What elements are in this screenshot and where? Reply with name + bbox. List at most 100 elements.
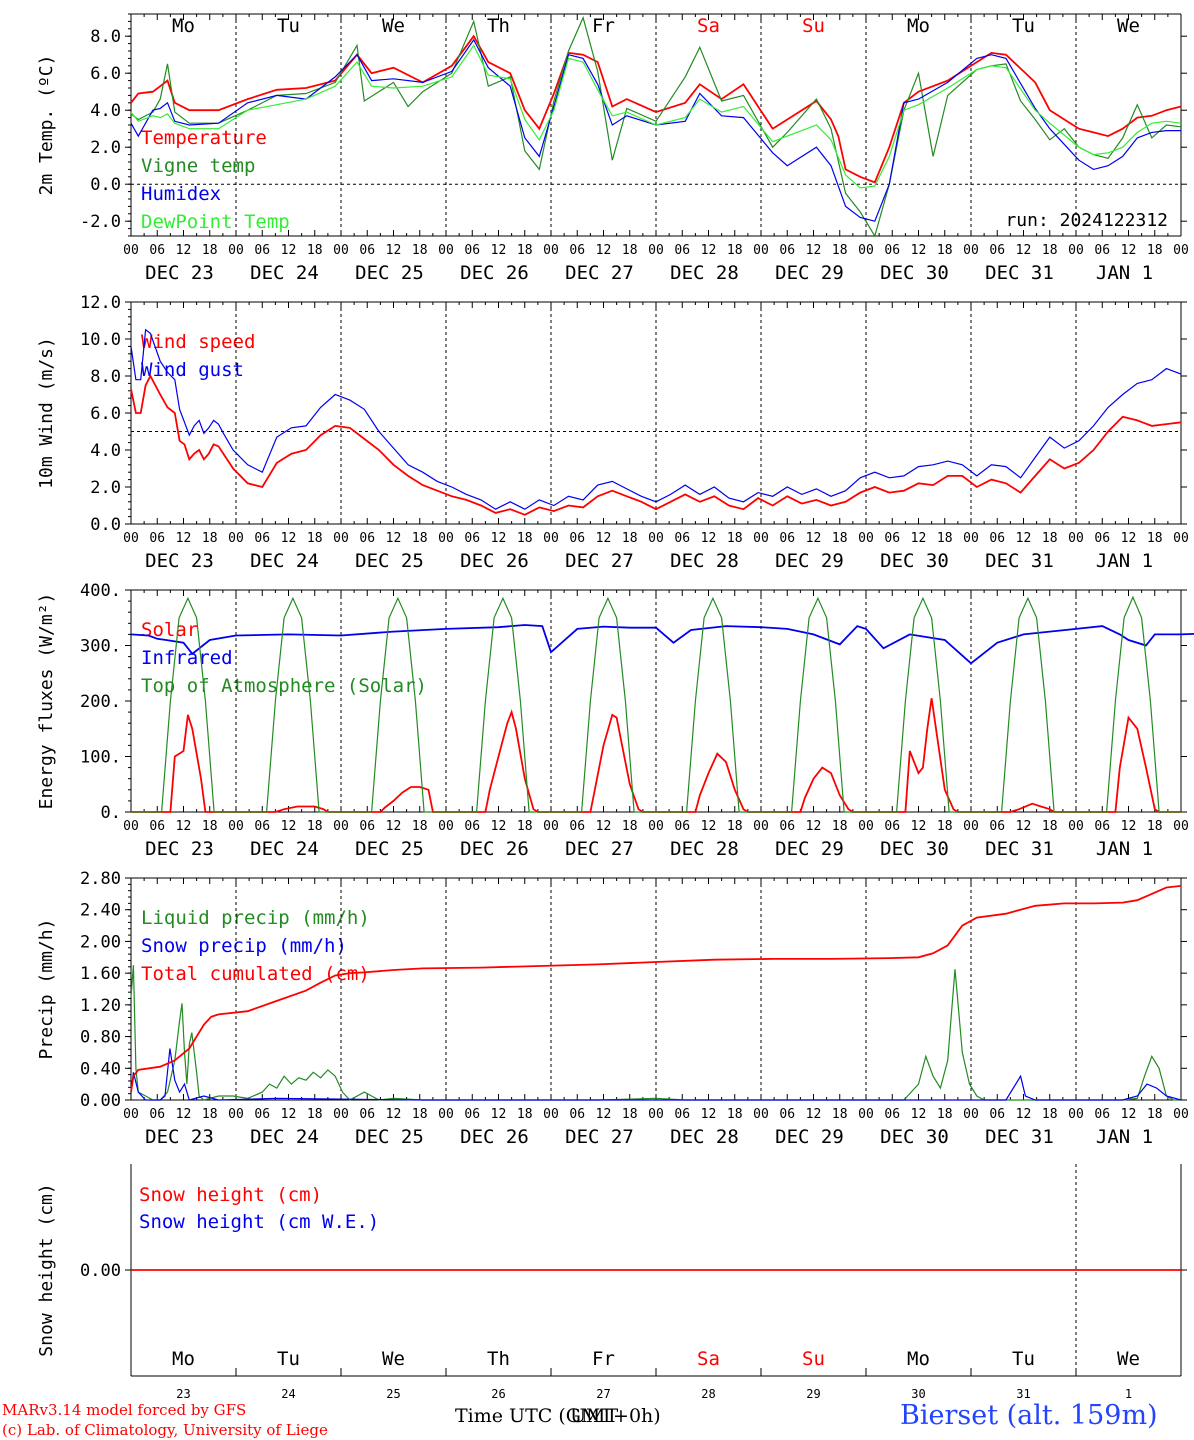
- day-name-label: Sa: [697, 15, 720, 37]
- y-tick-label: 2.00: [80, 932, 121, 952]
- hour-tick-label: 12: [806, 531, 822, 546]
- hour-tick-label: 18: [727, 243, 743, 258]
- date-label: DEC 26: [460, 550, 529, 572]
- hour-tick-label: 06: [569, 1107, 585, 1122]
- hour-tick-label: 00: [228, 819, 244, 834]
- date-label: DEC 25: [355, 838, 424, 860]
- y-axis-label: Snow height (cm): [36, 1183, 57, 1356]
- hour-tick-label: 00: [333, 1107, 349, 1122]
- time-axis-text: Time UTC (GMT+0h): [455, 1405, 661, 1427]
- y-tick-label: 0.80: [80, 1028, 121, 1048]
- hour-tick-label: 12: [806, 1107, 822, 1122]
- legend-entry: Wind gust: [141, 359, 244, 381]
- day-name-label: Tu: [1012, 1348, 1035, 1370]
- series-line: [130, 44, 1182, 189]
- day-name-label: Mo: [172, 15, 195, 37]
- series-line: [130, 1048, 1182, 1101]
- day-name-label: Th: [487, 15, 510, 37]
- hour-tick-label: 12: [911, 1107, 927, 1122]
- hour-tick-label: 06: [149, 819, 165, 834]
- day-name-label: Sa: [697, 1348, 720, 1370]
- hour-tick-label: 12: [701, 243, 717, 258]
- hour-tick-label: 00: [648, 243, 664, 258]
- hour-tick-label: 12: [1121, 531, 1137, 546]
- date-label: DEC 23: [145, 262, 214, 284]
- date-label: DEC 25: [355, 1126, 424, 1148]
- hour-tick-label: 06: [674, 1107, 690, 1122]
- day-name-label: Su: [802, 1348, 825, 1370]
- y-tick-label: 0.00: [80, 1261, 121, 1281]
- model-credit-line: MARv3.14 model forced by GFS: [2, 1401, 247, 1419]
- hour-tick-label: 06: [674, 243, 690, 258]
- date-label: DEC 27: [565, 262, 634, 284]
- hour-tick-label: 06: [464, 819, 480, 834]
- hour-tick-label: 12: [491, 531, 507, 546]
- hour-tick-label: 00: [1068, 531, 1084, 546]
- day-name-label: Mo: [907, 1348, 930, 1370]
- hour-tick-label: 00: [438, 531, 454, 546]
- series-line: [130, 885, 1182, 1093]
- day-number-label: 31: [1016, 1387, 1030, 1401]
- hour-tick-label: 06: [464, 531, 480, 546]
- date-label: DEC 29: [775, 838, 844, 860]
- date-label: DEC 31: [985, 838, 1054, 860]
- hour-tick-label: 06: [989, 243, 1005, 258]
- date-label: DEC 25: [355, 262, 424, 284]
- hour-tick-label: 00: [438, 819, 454, 834]
- date-label: DEC 30: [880, 838, 949, 860]
- date-label: DEC 29: [775, 550, 844, 572]
- hour-tick-label: 06: [884, 819, 900, 834]
- y-tick-label: 8.0: [90, 367, 121, 387]
- hour-tick-label: 18: [1147, 243, 1163, 258]
- hour-tick-label: 00: [963, 1107, 979, 1122]
- hour-tick-label: 18: [622, 531, 638, 546]
- hour-tick-label: 12: [1016, 531, 1032, 546]
- hour-tick-label: 00: [543, 531, 559, 546]
- hour-tick-label: 18: [202, 819, 218, 834]
- hour-tick-label: 18: [937, 531, 953, 546]
- day-name-label: Mo: [907, 15, 930, 37]
- y-tick-label: 0.00: [80, 1091, 121, 1111]
- hour-tick-label: 18: [1042, 243, 1058, 258]
- hour-tick-label: 06: [149, 1107, 165, 1122]
- hour-tick-label: 18: [622, 819, 638, 834]
- day-name-label: Mo: [172, 1348, 195, 1370]
- date-label: DEC 26: [460, 1126, 529, 1148]
- hour-tick-label: 18: [307, 243, 323, 258]
- hour-tick-label: 00: [333, 243, 349, 258]
- date-label: DEC 31: [985, 550, 1054, 572]
- y-tick-label: 12.0: [80, 293, 121, 313]
- hour-tick-label: 06: [359, 243, 375, 258]
- hour-tick-label: 06: [359, 531, 375, 546]
- hour-tick-label: 18: [517, 243, 533, 258]
- date-label: DEC 29: [775, 262, 844, 284]
- hour-tick-label: 12: [491, 1107, 507, 1122]
- date-label: DEC 27: [565, 1126, 634, 1148]
- hour-tick-label: 12: [701, 1107, 717, 1122]
- y-tick-label: 4.0: [90, 101, 121, 121]
- hour-tick-label: 18: [412, 819, 428, 834]
- hour-tick-label: 06: [359, 1107, 375, 1122]
- day-name-label: Fr: [592, 1348, 615, 1370]
- hour-tick-label: 18: [937, 243, 953, 258]
- model-credit: MARv3.14 model forced by GFS (c) Lab. of…: [2, 1400, 328, 1440]
- y-tick-label: 6.0: [90, 404, 121, 424]
- day-number-label: 1: [1125, 1387, 1132, 1401]
- hour-tick-label: 06: [989, 531, 1005, 546]
- y-tick-label: 100.: [80, 748, 121, 768]
- date-label: DEC 24: [250, 550, 319, 572]
- hour-tick-label: 12: [596, 243, 612, 258]
- y-tick-label: 1.60: [80, 964, 121, 984]
- date-label: DEC 24: [250, 1126, 319, 1148]
- y-tick-label: 200.: [80, 692, 121, 712]
- hour-tick-label: 00: [858, 819, 874, 834]
- day-name-label: We: [1117, 15, 1140, 37]
- hour-tick-label: 06: [884, 1107, 900, 1122]
- hour-tick-label: 18: [727, 531, 743, 546]
- series-line: [130, 624, 1194, 665]
- hour-tick-label: 00: [228, 531, 244, 546]
- chart-panel-3: 0. 100. 200. 300. 400. Energy fluxes (W/m²) So…: [36, 581, 1194, 860]
- hour-tick-label: 18: [517, 1107, 533, 1122]
- hour-tick-label: 00: [228, 243, 244, 258]
